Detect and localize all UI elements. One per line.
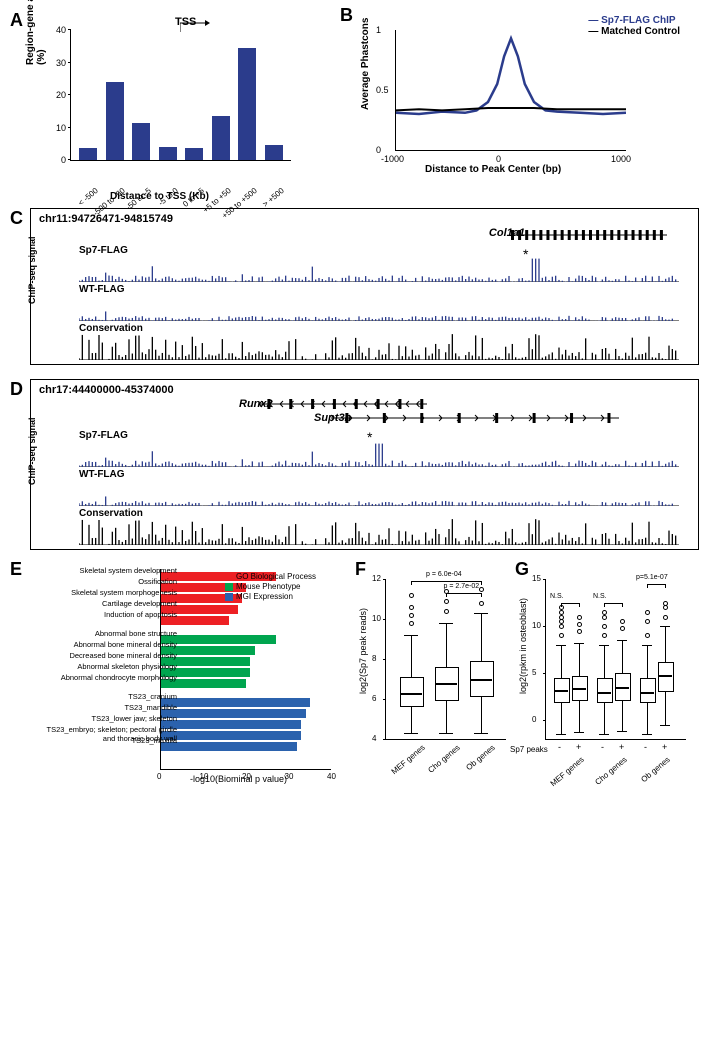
panel-a-label: A [10,10,23,31]
figure: A Region-gene associations(%) TSS 010203… [10,10,699,794]
hbar [161,742,297,751]
pvalue-label: p = 2.7e-02 [444,583,480,590]
col1a1-label: Col1a1 [489,227,525,239]
panel-b-chart: 00.51-100001000 [395,30,626,151]
panel-e-xlabel: -log10(Biominal p value) [190,774,287,784]
panel-f-ylabel: log2(Sp7 peak reads) [358,608,368,694]
legend-sp7: Sp7-FLAG ChIP [601,15,675,26]
track-label-wt-flag: WT-FLAG [79,469,690,480]
panel-d-gene-track [79,398,679,428]
supt3h-label: Supt3h [314,412,351,424]
legend-item: Mouse Phenotype [225,582,316,591]
row-label: Ossification [32,577,177,586]
panel-a-chart: 010203040< -500-500 to -50-50 to -5-5 to… [70,30,291,161]
panel-a-ylabel: Region-gene associations(%) [25,0,47,65]
track-label-conservation: Conservation [79,508,690,519]
hbar [161,731,301,740]
panel-b: B Average Phastcons — Sp7-FLAG ChIP — Ma… [340,10,670,200]
track-label-conservation: Conservation [79,323,690,334]
panel-c-side-label: ChIP-seq signal [27,236,37,304]
bar-4 [185,148,203,160]
hbar [161,709,306,718]
row-label: Skeletal system development [32,566,177,575]
panel-d-locus: chr17:44400000-45374000 [39,384,690,396]
panel-e-label: E [10,559,22,580]
track-label-sp7-flag: Sp7-FLAG [79,245,690,256]
box [400,677,424,707]
bar-6 [238,48,256,160]
panel-b-label: B [340,5,353,26]
row-label: Abnormal bone structure [32,629,177,638]
box [640,678,656,704]
bar-2 [132,123,150,160]
hbar [161,698,310,707]
panel-g: G log2(rpkm in osteoblast) 051015-+-+-+M… [510,564,690,794]
pvalue-label: p=5.1e-07 [636,574,668,581]
panel-d-label: D [10,379,23,400]
pvalue-label: N.S. [593,593,607,600]
panel-a-xlabel: Distance to TSS (Kb) [110,191,209,202]
bar-7 [265,145,283,160]
hbar [161,720,301,729]
pvalue-label: p = 6.0e-04 [426,571,462,578]
panel-d: chr17:44400000-45374000 Runx2 Supt3h ChI… [30,379,699,550]
track-label-sp7-flag: Sp7-FLAG [79,430,690,441]
row-label: Skeletal system morphogenesis [32,588,177,597]
pvalue-label: N.S. [550,593,564,600]
bar-5 [212,116,230,160]
legend-item: MGI Expression [225,592,316,601]
panel-c-star: * [523,246,528,262]
panel-b-ylabel: Average Phastcons [360,18,371,110]
panel-d-side-label: ChIP-seq signal [27,417,37,485]
panel-d-star: * [367,429,372,445]
panel-f-chart: 4681012MEF genesCho genesOb genesp = 6.0… [385,579,506,740]
runx2-label: Runx2 [239,398,273,410]
panel-e: E 010203040 GO Biological ProcessMouse P… [10,564,350,794]
row-label: Cartilage development [32,599,177,608]
bar-1 [106,82,124,160]
row-label: TS23_cranium [32,692,177,701]
row-label: TS23_lower jaw; skeleton [32,714,177,723]
col1a1-gene-track [79,227,679,243]
legend-item: GO Biological Process [225,572,316,581]
panel-a: A Region-gene associations(%) TSS 010203… [10,10,340,200]
panel-c-locus: chr11:94726471-94815749 [39,213,690,225]
panel-e-legend: GO Biological ProcessMouse PhenotypeMGI … [225,572,316,602]
panel-g-label: G [515,559,529,580]
panel-c: chr11:94726471-94815749 Col1a1 ChIP-seq … [30,208,699,365]
row-label: TS23_mandible [32,703,177,712]
panel-c-label: C [10,208,23,229]
bar-3 [159,147,177,160]
row-label: Induction of apoptosis [32,610,177,619]
row-label: Abnormal chondrocyte morphology [32,673,177,682]
bar-0 [79,148,97,160]
panel-b-xlabel: Distance to Peak Center (bp) [425,164,561,175]
panel-g-chart: 051015-+-+-+MEF genesCho genesOb genesN.… [545,579,686,740]
hbar [161,635,276,644]
box [597,678,613,704]
track-label-wt-flag: WT-FLAG [79,284,690,295]
panel-f: F log2(Sp7 peak reads) 4681012MEF genesC… [350,564,510,794]
row-label: TS23_maxilla [32,736,177,745]
panel-f-label: F [355,559,366,580]
row-label: Abnormal skeleton physiology [32,662,177,671]
panel-g-ylabel: log2(rpkm in osteoblast) [518,598,528,694]
row-label: Decreased bone mineral density [32,651,177,660]
sp7-peaks-label: Sp7 peaks [510,745,548,754]
row-label: Abnormal bone mineral density [32,640,177,649]
